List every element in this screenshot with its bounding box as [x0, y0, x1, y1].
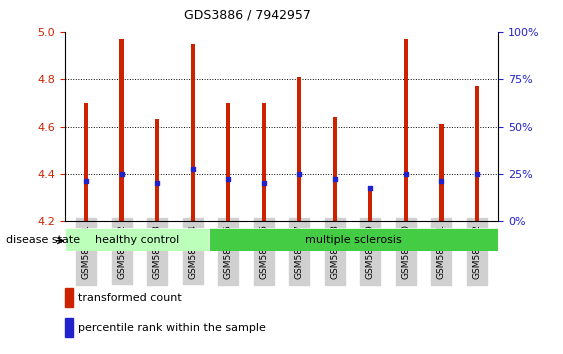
Bar	[65, 228, 209, 251]
Point	[295, 171, 304, 177]
Text: transformed count: transformed count	[78, 293, 182, 303]
Bar	[84, 103, 88, 221]
Bar	[262, 103, 266, 221]
Point	[472, 171, 481, 177]
Point	[259, 181, 268, 186]
Text: healthy control: healthy control	[95, 235, 179, 245]
Text: multiple sclerosis: multiple sclerosis	[305, 235, 402, 245]
Point	[224, 176, 233, 182]
Bar	[209, 228, 498, 251]
Bar	[65, 288, 73, 307]
Bar	[475, 86, 479, 221]
Point	[82, 178, 91, 184]
Bar	[404, 39, 408, 221]
Bar	[65, 318, 73, 337]
Point	[153, 181, 162, 186]
Text: percentile rank within the sample: percentile rank within the sample	[78, 323, 266, 333]
Point	[366, 185, 375, 191]
Point	[437, 178, 446, 184]
Bar	[297, 77, 301, 221]
Bar	[155, 119, 159, 221]
Point	[117, 171, 126, 177]
Bar	[226, 103, 230, 221]
Bar	[190, 44, 195, 221]
Text: GDS3886 / 7942957: GDS3886 / 7942957	[184, 9, 311, 22]
Point	[330, 176, 339, 182]
Point	[401, 171, 410, 177]
Bar	[368, 186, 373, 221]
Bar	[119, 39, 124, 221]
Point	[188, 166, 197, 172]
Text: disease state: disease state	[6, 235, 80, 245]
Bar	[333, 117, 337, 221]
Bar	[439, 124, 444, 221]
